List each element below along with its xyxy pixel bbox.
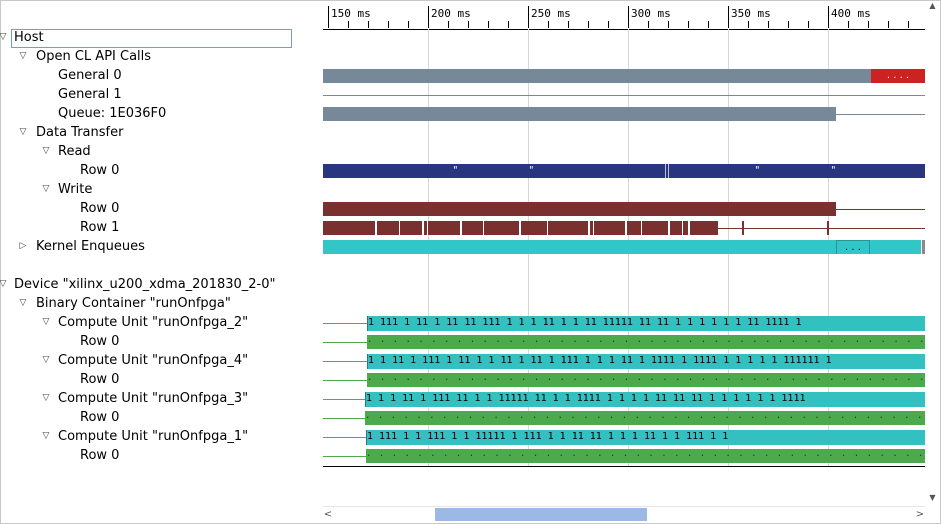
cu-1-bar[interactable]: 1 111 1 1 111 1 1 11111 1 111 1 1 11 11 … [366, 430, 925, 445]
device-label: Device "xilinx_u200_xdma_201830_2-0" [14, 277, 276, 292]
read-label: Read [58, 144, 91, 159]
expand-triangle-icon[interactable]: ▽ [42, 184, 50, 194]
queue-line [836, 114, 925, 115]
expand-triangle-icon[interactable]: ▽ [42, 317, 50, 327]
general-0-label: General 0 [58, 68, 122, 83]
cu-4-label: Compute Unit "runOnfpga_4" [58, 353, 249, 368]
ruler-label-350: 350 ms [731, 7, 771, 20]
cu-2-row-0-bar[interactable]: . . . . . . . . . . . . . . . . . . . . … [367, 335, 925, 349]
time-ruler[interactable]: 150 ms 200 ms 250 ms 300 ms 350 ms 400 m… [323, 1, 925, 30]
ruler-major-tick [828, 6, 829, 28]
cu-4-row-0-bar[interactable]: . . . . . . . . . . . . . . . . . . . . … [367, 373, 925, 387]
read-mark: " [755, 165, 760, 176]
cu-2-row-0-label: Row 0 [80, 334, 120, 349]
scroll-down-arrow-icon[interactable]: ▼ [929, 493, 936, 502]
ruler-major-tick [528, 6, 529, 28]
read-mark: " [529, 165, 534, 176]
timeline-canvas[interactable]: 150 ms 200 ms 250 ms 300 ms 350 ms 400 m… [323, 1, 925, 467]
write-row-1-bar[interactable] [323, 221, 718, 235]
general-0-tail-bar[interactable]: . . . . [871, 69, 925, 83]
ruler-label-150: 150 ms [331, 7, 371, 20]
queue-bar[interactable] [323, 107, 836, 121]
write-row-1-line [718, 228, 925, 229]
read-mark: " [453, 165, 458, 176]
cu-1-row-0-bar[interactable]: . . . . . . . . . . . . . . . . . . . . … [366, 449, 925, 463]
scrollbar-thumb[interactable] [435, 508, 647, 521]
write-row-0-label: Row 0 [80, 201, 120, 216]
ruler-major-tick [328, 6, 329, 28]
write-row-1-label: Row 1 [80, 220, 120, 235]
kernel-enqueues-bar[interactable]: . . . [323, 240, 921, 254]
ruler-label-400: 400 ms [831, 7, 871, 20]
write-row-0-line [836, 209, 925, 210]
cu-4-bar[interactable]: 1 1 11 1 111 1 11 1 1 11 1 11 1 111 1 1 … [367, 354, 925, 369]
expand-triangle-icon[interactable]: ▽ [19, 127, 27, 137]
cu-3-bar[interactable]: 1 1 1 11 1 111 11 1 1 11111 11 1 1 1111 … [365, 392, 925, 407]
open-cl-api-calls-label: Open CL API Calls [36, 49, 152, 64]
expand-triangle-icon[interactable]: ▽ [0, 32, 7, 42]
ruler-label-300: 300 ms [631, 7, 671, 20]
expand-triangle-icon[interactable]: ▽ [42, 431, 50, 441]
general-1-line[interactable] [323, 95, 925, 96]
ruler-label-250: 250 ms [531, 7, 571, 20]
expand-triangle-icon[interactable]: ▽ [42, 355, 50, 365]
ruler-major-tick [628, 6, 629, 28]
expand-triangle-icon[interactable]: ▽ [0, 279, 7, 289]
general-1-label: General 1 [58, 87, 122, 102]
ruler-major-tick [728, 6, 729, 28]
ruler-major-tick [428, 6, 429, 28]
cu-2-label: Compute Unit "runOnfpga_2" [58, 315, 249, 330]
data-transfer-label: Data Transfer [36, 125, 124, 140]
ruler-label-200: 200 ms [431, 7, 471, 20]
write-label: Write [58, 182, 93, 197]
read-row-0-bar[interactable]: " " " " [323, 164, 925, 178]
host-selection-box[interactable] [11, 29, 292, 48]
read-row-0-label: Row 0 [80, 163, 120, 178]
cu-4-row-0-label: Row 0 [80, 372, 120, 387]
scroll-left-arrow-icon[interactable]: < [323, 509, 333, 520]
collapse-triangle-icon[interactable]: ▷ [19, 241, 27, 251]
horizontal-scrollbar[interactable]: < > [323, 506, 925, 522]
write-row-0-bar[interactable] [323, 202, 836, 216]
cu-3-row-0-bar[interactable]: . . . . . . . . . . . . . . . . . . . . … [365, 411, 925, 425]
expand-triangle-icon[interactable]: ▽ [19, 51, 27, 61]
vertical-scrollbar[interactable]: ▲ ▼ [925, 1, 940, 506]
expand-triangle-icon[interactable]: ▽ [19, 298, 27, 308]
binary-container-label: Binary Container "runOnfpga" [36, 296, 231, 311]
queue-label: Queue: 1E036F0 [58, 106, 167, 121]
cu-2-bar[interactable]: 1 111 1 11 1 11 11 111 1 1 1 11 1 1 11 1… [367, 316, 925, 331]
read-mark: " [831, 165, 836, 176]
kernel-enqueue-cluster: . . . [836, 240, 870, 254]
kernel-enqueues-label: Kernel Enqueues [36, 239, 145, 254]
expand-triangle-icon[interactable]: ▽ [42, 146, 50, 156]
cu-1-label: Compute Unit "runOnfpga_1" [58, 429, 249, 444]
expand-triangle-icon[interactable]: ▽ [42, 393, 50, 403]
cu-3-label: Compute Unit "runOnfpga_3" [58, 391, 249, 406]
host-label: Host [14, 30, 44, 45]
cu-3-row-0-label: Row 0 [80, 410, 120, 425]
timeline-baseline [323, 466, 925, 467]
scroll-up-arrow-icon[interactable]: ▲ [929, 1, 936, 10]
cu-1-row-0-label: Row 0 [80, 448, 120, 463]
general-0-bar[interactable] [323, 69, 871, 83]
scroll-right-arrow-icon[interactable]: > [915, 509, 925, 520]
